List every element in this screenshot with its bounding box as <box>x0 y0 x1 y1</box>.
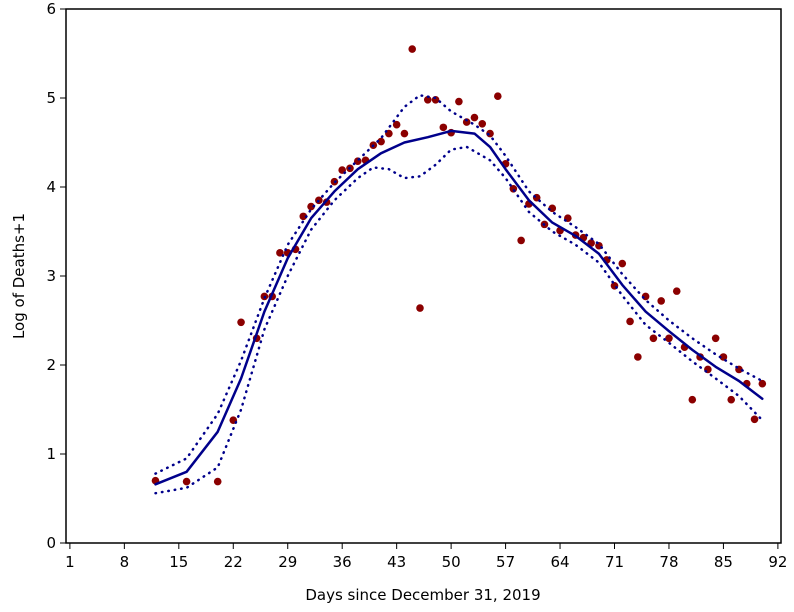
data-point <box>392 120 401 129</box>
x-tick-label: 1 <box>65 553 75 571</box>
y-tick-label: 5 <box>46 89 56 107</box>
x-tick-label: 15 <box>169 553 188 571</box>
data-point <box>470 113 479 122</box>
x-tick-label: 36 <box>333 553 352 571</box>
data-point <box>213 477 222 486</box>
data-point <box>416 304 424 312</box>
y-tick-label: 3 <box>46 267 56 285</box>
confidence-band <box>154 145 764 495</box>
data-point <box>665 334 673 343</box>
data-point <box>408 45 417 53</box>
y-tick-label: 0 <box>46 534 56 552</box>
x-tick-label: 29 <box>278 553 297 571</box>
data-point <box>307 202 315 211</box>
data-point <box>439 123 448 132</box>
plot-frame <box>65 8 782 544</box>
y-tick-label: 1 <box>46 445 56 463</box>
x-tick-label: 71 <box>605 553 624 571</box>
x-tick-label: 50 <box>442 553 461 571</box>
y-tick-label: 4 <box>46 178 56 196</box>
data-point <box>634 353 642 361</box>
data-point <box>672 287 681 295</box>
data-point <box>758 379 767 388</box>
data-point <box>719 353 728 361</box>
data-point <box>462 118 471 126</box>
x-tick-label: 43 <box>387 553 406 571</box>
data-point <box>727 395 736 404</box>
data-point <box>657 297 665 305</box>
confidence-band <box>154 94 764 475</box>
data-point <box>423 95 432 104</box>
x-tick-label: 22 <box>224 553 243 571</box>
x-tick-label: 78 <box>659 553 678 571</box>
data-point <box>377 137 385 146</box>
data-point <box>688 395 697 404</box>
x-tick-label: 92 <box>768 553 787 571</box>
data-point <box>478 120 487 128</box>
data-point <box>649 334 658 343</box>
data-point <box>182 477 191 486</box>
data-point <box>276 249 284 257</box>
data-point <box>237 318 245 327</box>
x-tick-label: 8 <box>120 553 130 571</box>
data-point <box>455 97 463 106</box>
data-point <box>494 92 502 101</box>
data-point <box>618 259 627 268</box>
data-point <box>750 415 759 424</box>
x-axis-label: Days since December 31, 2019 <box>305 586 540 604</box>
x-tick-label: 57 <box>496 553 515 571</box>
data-point <box>626 317 634 326</box>
fit-line <box>154 129 764 486</box>
y-tick-label: 2 <box>46 356 56 374</box>
y-axis-label: Log of Deaths+1 <box>10 213 28 339</box>
x-tick-label: 85 <box>714 553 733 571</box>
y-tick-label: 6 <box>46 0 56 18</box>
data-point <box>400 129 409 138</box>
data-point <box>711 334 720 343</box>
data-point <box>299 212 308 221</box>
x-tick-label: 64 <box>550 553 569 571</box>
data-point <box>517 236 525 245</box>
